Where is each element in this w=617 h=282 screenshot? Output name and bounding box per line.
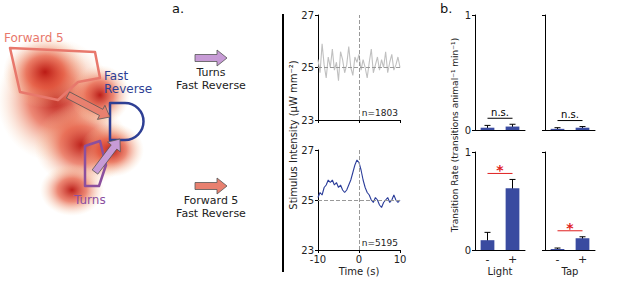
svg-text:Forward 5: Forward 5: [184, 194, 239, 207]
svg-text:27: 27: [301, 10, 314, 21]
svg-text:*: *: [566, 220, 574, 236]
svg-text:25: 25: [301, 62, 314, 73]
svg-text:1: 1: [465, 10, 471, 21]
svg-text:23: 23: [301, 115, 314, 126]
svg-text:Fast: Fast: [104, 69, 128, 83]
svg-text:Time (s): Time (s): [338, 266, 380, 277]
svg-text:Fast Reverse: Fast Reverse: [176, 79, 246, 92]
svg-text:0: 0: [465, 245, 471, 256]
svg-text:Light: Light: [488, 266, 513, 277]
svg-text:n.s.: n.s.: [491, 107, 509, 118]
svg-text:25: 25: [301, 195, 314, 206]
svg-text:n.s.: n.s.: [561, 109, 579, 120]
svg-text:1: 1: [465, 147, 471, 158]
svg-text:Tap: Tap: [561, 266, 579, 277]
svg-text:Fast Reverse: Fast Reverse: [176, 207, 246, 220]
svg-text:27: 27: [301, 145, 314, 156]
svg-text:-: -: [556, 253, 560, 266]
svg-text:Forward 5: Forward 5: [4, 31, 64, 45]
svg-text:0: 0: [356, 254, 362, 265]
svg-text:10: 10: [394, 254, 407, 265]
svg-text:Turns: Turns: [73, 193, 106, 207]
svg-text:Turns: Turns: [195, 66, 225, 79]
svg-text:n=1803: n=1803: [362, 108, 398, 118]
svg-text:*: *: [496, 162, 504, 178]
svg-text:+: +: [578, 253, 587, 266]
svg-text:n=5195: n=5195: [362, 238, 398, 248]
svg-text:Reverse: Reverse: [104, 82, 152, 96]
svg-text:b.: b.: [440, 1, 452, 16]
svg-text:0: 0: [465, 125, 471, 136]
svg-text:Stimulus Intensity (μW mm⁻²): Stimulus Intensity (μW mm⁻²): [288, 60, 299, 209]
svg-text:Transition Rate (transitions a: Transition Rate (transitions animal⁻¹ mi…: [450, 38, 460, 233]
svg-text:a.: a.: [172, 1, 184, 16]
svg-text:+: +: [508, 253, 517, 266]
svg-text:-10: -10: [310, 254, 326, 265]
svg-text:23: 23: [301, 244, 314, 256]
svg-text:-: -: [486, 253, 490, 266]
